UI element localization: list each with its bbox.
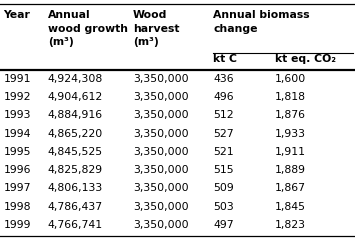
Text: 1,889: 1,889 <box>275 165 306 175</box>
Text: 1,911: 1,911 <box>275 147 306 157</box>
Text: 3,350,000: 3,350,000 <box>133 165 189 175</box>
Text: 1997: 1997 <box>4 184 31 194</box>
Text: 509: 509 <box>213 184 234 194</box>
Text: 4,806,133: 4,806,133 <box>48 184 103 194</box>
Text: 4,884,916: 4,884,916 <box>48 110 103 120</box>
Text: 3,350,000: 3,350,000 <box>133 92 189 102</box>
Text: 4,845,525: 4,845,525 <box>48 147 103 157</box>
Text: 1991: 1991 <box>4 74 31 84</box>
Text: 1995: 1995 <box>4 147 31 157</box>
Text: 4,786,437: 4,786,437 <box>48 202 103 212</box>
Text: 1,933: 1,933 <box>275 129 306 139</box>
Text: 1998: 1998 <box>4 202 31 212</box>
Text: 521: 521 <box>213 147 234 157</box>
Text: 4,904,612: 4,904,612 <box>48 92 103 102</box>
Text: 496: 496 <box>213 92 234 102</box>
Text: wood growth: wood growth <box>48 24 128 34</box>
Text: (m³): (m³) <box>133 37 159 48</box>
Text: 3,350,000: 3,350,000 <box>133 220 189 230</box>
Text: 3,350,000: 3,350,000 <box>133 147 189 157</box>
Text: 515: 515 <box>213 165 234 175</box>
Text: kt C: kt C <box>213 54 237 64</box>
Text: 1992: 1992 <box>4 92 31 102</box>
Text: 3,350,000: 3,350,000 <box>133 184 189 194</box>
Text: Year: Year <box>4 10 31 20</box>
Text: 436: 436 <box>213 74 234 84</box>
Text: (m³): (m³) <box>48 37 74 48</box>
Text: kt eq. CO₂: kt eq. CO₂ <box>275 54 336 64</box>
Text: 503: 503 <box>213 202 234 212</box>
Text: 1993: 1993 <box>4 110 31 120</box>
Text: 1,867: 1,867 <box>275 184 306 194</box>
Text: 1,818: 1,818 <box>275 92 306 102</box>
Text: 3,350,000: 3,350,000 <box>133 110 189 120</box>
Text: 1994: 1994 <box>4 129 31 139</box>
Text: 4,825,829: 4,825,829 <box>48 165 103 175</box>
Text: change: change <box>213 24 257 34</box>
Text: 497: 497 <box>213 220 234 230</box>
Text: 1,823: 1,823 <box>275 220 306 230</box>
Text: 3,350,000: 3,350,000 <box>133 129 189 139</box>
Text: 4,865,220: 4,865,220 <box>48 129 103 139</box>
Text: 1996: 1996 <box>4 165 31 175</box>
Text: 3,350,000: 3,350,000 <box>133 74 189 84</box>
Text: Annual biomass: Annual biomass <box>213 10 310 20</box>
Text: 1,600: 1,600 <box>275 74 306 84</box>
Text: 527: 527 <box>213 129 234 139</box>
Text: 512: 512 <box>213 110 234 120</box>
Text: 4,924,308: 4,924,308 <box>48 74 103 84</box>
Text: 1,845: 1,845 <box>275 202 306 212</box>
Text: 1999: 1999 <box>4 220 31 230</box>
Text: 4,766,741: 4,766,741 <box>48 220 103 230</box>
Text: Annual: Annual <box>48 10 91 20</box>
Text: harvest: harvest <box>133 24 180 34</box>
Text: Wood: Wood <box>133 10 168 20</box>
Text: 1,876: 1,876 <box>275 110 306 120</box>
Text: 3,350,000: 3,350,000 <box>133 202 189 212</box>
